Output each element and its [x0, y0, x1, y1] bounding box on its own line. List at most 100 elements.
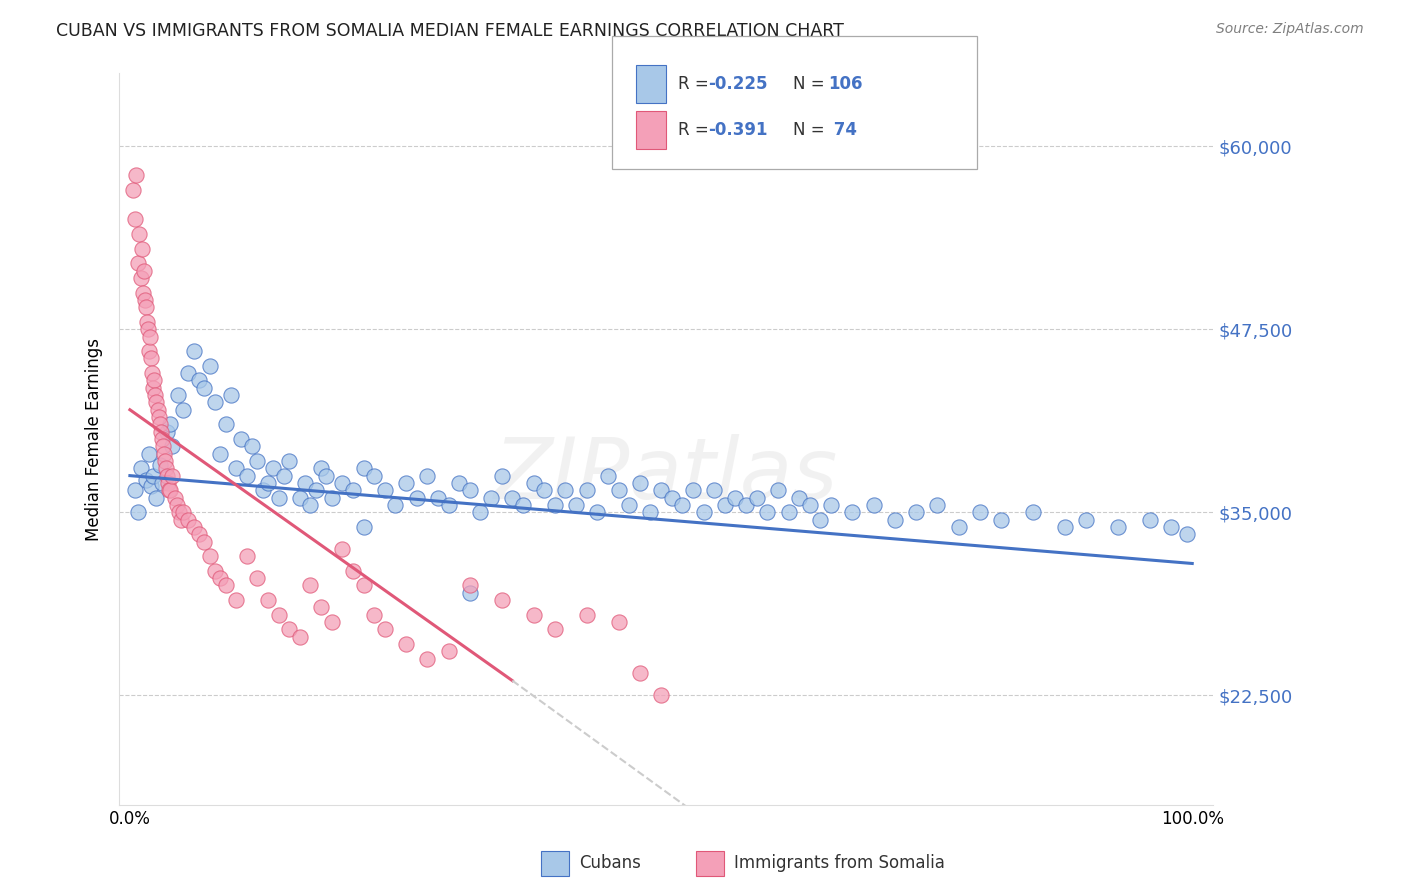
- Point: [1053, 520, 1076, 534]
- Point: [607, 615, 630, 629]
- Point: [149, 425, 172, 439]
- Point: [187, 374, 209, 388]
- Point: [122, 183, 145, 197]
- Point: [198, 359, 221, 373]
- Point: [353, 520, 375, 534]
- Point: [544, 498, 567, 512]
- Point: [156, 425, 179, 439]
- Point: [820, 498, 842, 512]
- Point: [640, 505, 662, 519]
- Point: [671, 498, 693, 512]
- Point: [305, 483, 328, 498]
- Point: [127, 505, 149, 519]
- Point: [1107, 520, 1129, 534]
- Point: [523, 607, 546, 622]
- Point: [342, 483, 364, 498]
- Point: [969, 505, 991, 519]
- Point: [650, 688, 672, 702]
- Point: [554, 483, 576, 498]
- Point: [342, 564, 364, 578]
- Point: [353, 461, 375, 475]
- Point: [125, 169, 148, 183]
- Point: [714, 498, 737, 512]
- Point: [883, 512, 905, 526]
- Point: [575, 607, 598, 622]
- Point: [374, 483, 396, 498]
- Point: [214, 417, 236, 432]
- Point: [267, 607, 290, 622]
- Point: [501, 491, 523, 505]
- Point: [294, 475, 316, 490]
- Point: [177, 512, 200, 526]
- Point: [1022, 505, 1045, 519]
- Point: [661, 491, 683, 505]
- Point: [157, 483, 180, 498]
- Point: [153, 454, 176, 468]
- Point: [862, 498, 884, 512]
- Point: [905, 505, 928, 519]
- Point: [810, 512, 832, 526]
- Point: [267, 491, 290, 505]
- Point: [458, 483, 481, 498]
- Point: [321, 491, 343, 505]
- Point: [330, 541, 353, 556]
- Point: [257, 593, 280, 607]
- Point: [565, 498, 588, 512]
- Point: [374, 623, 396, 637]
- Text: 106: 106: [828, 75, 863, 93]
- Point: [437, 498, 460, 512]
- Text: Source: ZipAtlas.com: Source: ZipAtlas.com: [1216, 22, 1364, 37]
- Point: [162, 439, 184, 453]
- Point: [235, 468, 257, 483]
- Point: [405, 491, 427, 505]
- Point: [167, 505, 190, 519]
- Point: [756, 505, 779, 519]
- Text: Immigrants from Somalia: Immigrants from Somalia: [734, 855, 945, 872]
- Point: [724, 491, 747, 505]
- Point: [575, 483, 598, 498]
- Point: [131, 285, 153, 300]
- Point: [209, 447, 232, 461]
- Point: [138, 447, 160, 461]
- Point: [948, 520, 970, 534]
- Point: [682, 483, 704, 498]
- Point: [470, 505, 492, 519]
- Point: [523, 475, 546, 490]
- Point: [155, 461, 177, 475]
- Point: [141, 366, 163, 380]
- Point: [198, 549, 221, 564]
- Text: -0.391: -0.391: [709, 121, 768, 139]
- Point: [240, 439, 263, 453]
- Point: [449, 475, 471, 490]
- Point: [628, 475, 651, 490]
- Point: [134, 293, 156, 307]
- Point: [145, 395, 167, 409]
- Point: [246, 571, 269, 585]
- Point: [491, 593, 513, 607]
- Text: N =: N =: [793, 75, 830, 93]
- Point: [148, 410, 170, 425]
- Point: [138, 344, 160, 359]
- Point: [491, 468, 513, 483]
- Point: [135, 473, 157, 487]
- Point: [177, 366, 200, 380]
- Point: [533, 483, 555, 498]
- Point: [1175, 527, 1198, 541]
- Point: [544, 623, 567, 637]
- Point: [143, 374, 166, 388]
- Point: [193, 381, 215, 395]
- Point: [841, 505, 863, 519]
- Point: [309, 600, 332, 615]
- Point: [166, 388, 188, 402]
- Point: [299, 498, 322, 512]
- Text: R =: R =: [678, 121, 714, 139]
- Point: [437, 644, 460, 658]
- Point: [129, 271, 152, 285]
- Point: [166, 498, 188, 512]
- Point: [204, 395, 226, 409]
- Point: [1160, 520, 1182, 534]
- Point: [145, 491, 167, 505]
- Point: [142, 468, 165, 483]
- Point: [142, 381, 165, 395]
- Point: [252, 483, 274, 498]
